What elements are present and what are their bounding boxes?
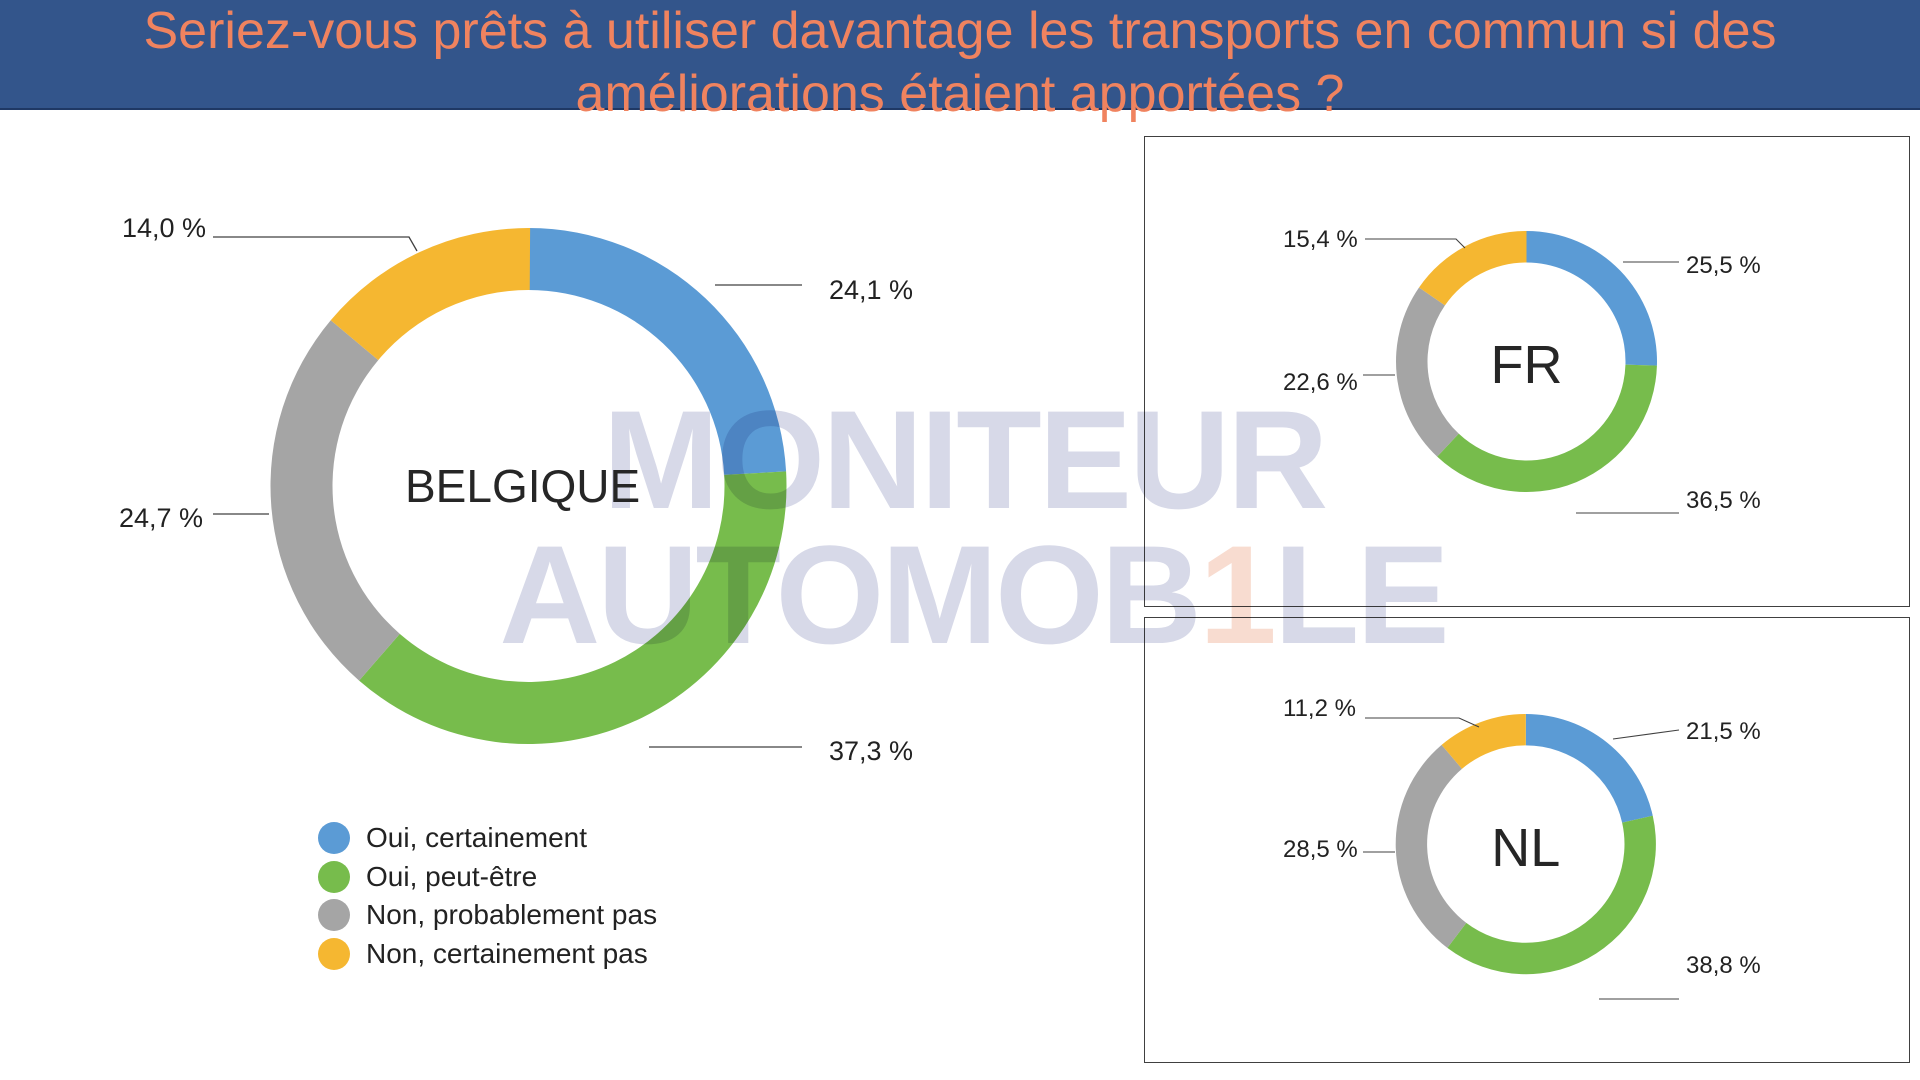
svg-text:AUTOMOB1LE: AUTOMOB1LE [499, 516, 1447, 673]
